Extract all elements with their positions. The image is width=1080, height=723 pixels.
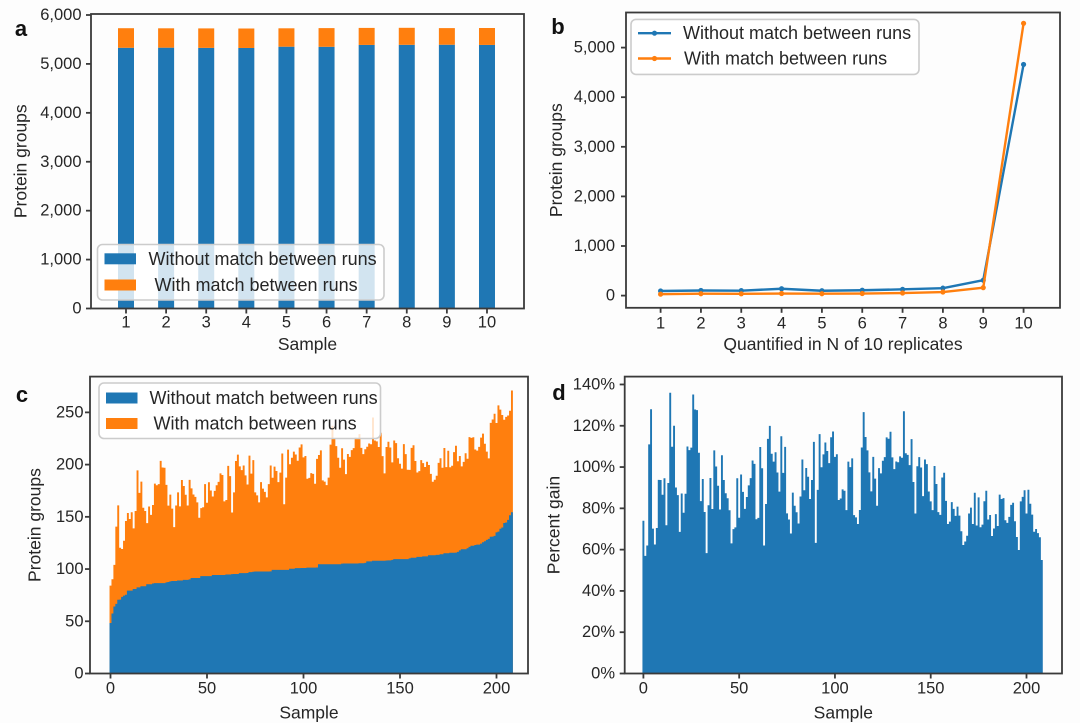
svg-text:6: 6 xyxy=(858,315,867,333)
svg-text:150: 150 xyxy=(386,680,414,698)
svg-text:4,000: 4,000 xyxy=(574,88,615,106)
svg-text:0: 0 xyxy=(606,287,615,305)
svg-text:100: 100 xyxy=(290,680,318,698)
svg-text:20%: 20% xyxy=(582,623,615,641)
svg-text:3: 3 xyxy=(202,314,211,332)
svg-text:40%: 40% xyxy=(582,582,615,600)
svg-text:c: c xyxy=(16,382,28,407)
svg-text:0: 0 xyxy=(639,680,648,698)
svg-text:With match between runs: With match between runs xyxy=(154,414,357,434)
svg-text:10: 10 xyxy=(478,314,496,332)
svg-text:1: 1 xyxy=(121,314,130,332)
svg-text:Without match between runs: Without match between runs xyxy=(683,23,911,43)
svg-text:Sample: Sample xyxy=(814,703,873,723)
svg-text:4: 4 xyxy=(242,314,251,332)
svg-text:5,000: 5,000 xyxy=(40,55,81,73)
svg-text:80%: 80% xyxy=(582,499,615,517)
svg-text:50: 50 xyxy=(65,612,83,630)
svg-text:250: 250 xyxy=(56,403,84,421)
svg-text:5: 5 xyxy=(282,314,291,332)
svg-text:a: a xyxy=(15,16,28,41)
svg-text:Without match between runs: Without match between runs xyxy=(150,388,378,408)
svg-text:0: 0 xyxy=(74,665,83,683)
svg-text:Percent gain: Percent gain xyxy=(544,476,564,574)
svg-text:8: 8 xyxy=(402,314,411,332)
svg-text:2: 2 xyxy=(696,315,705,333)
svg-text:8: 8 xyxy=(938,315,947,333)
svg-text:b: b xyxy=(551,14,564,39)
svg-text:3,000: 3,000 xyxy=(574,138,615,156)
svg-text:1,000: 1,000 xyxy=(574,237,615,255)
svg-text:9: 9 xyxy=(442,314,451,332)
svg-text:With match between runs: With match between runs xyxy=(684,49,887,69)
svg-text:0%: 0% xyxy=(591,665,615,683)
svg-text:200: 200 xyxy=(1013,680,1041,698)
svg-text:Protein groups: Protein groups xyxy=(11,104,31,218)
svg-text:7: 7 xyxy=(898,315,907,333)
svg-text:Protein groups: Protein groups xyxy=(546,103,566,217)
svg-text:Without match between runs: Without match between runs xyxy=(149,249,377,269)
svg-text:6,000: 6,000 xyxy=(40,6,81,24)
svg-text:100: 100 xyxy=(821,680,849,698)
svg-text:60%: 60% xyxy=(582,541,615,559)
svg-text:1,000: 1,000 xyxy=(40,251,81,269)
svg-text:140%: 140% xyxy=(573,375,616,393)
svg-text:3,000: 3,000 xyxy=(40,153,81,171)
svg-text:Sample: Sample xyxy=(279,703,338,723)
svg-text:100: 100 xyxy=(56,560,84,578)
svg-text:2: 2 xyxy=(162,314,171,332)
svg-text:120%: 120% xyxy=(573,417,616,435)
svg-text:4,000: 4,000 xyxy=(40,104,81,122)
svg-text:2,000: 2,000 xyxy=(574,187,615,205)
svg-text:50: 50 xyxy=(730,680,748,698)
svg-text:100%: 100% xyxy=(573,458,616,476)
svg-text:Protein groups: Protein groups xyxy=(25,468,45,582)
svg-text:150: 150 xyxy=(56,508,84,526)
svg-text:0: 0 xyxy=(72,300,81,318)
svg-text:5: 5 xyxy=(817,315,826,333)
svg-text:3: 3 xyxy=(737,315,746,333)
svg-text:With match between runs: With match between runs xyxy=(155,275,358,295)
svg-text:5,000: 5,000 xyxy=(574,39,615,57)
svg-text:9: 9 xyxy=(979,315,988,333)
svg-text:50: 50 xyxy=(198,680,216,698)
svg-text:10: 10 xyxy=(1014,315,1032,333)
svg-text:1: 1 xyxy=(656,315,665,333)
svg-text:200: 200 xyxy=(483,680,511,698)
svg-text:d: d xyxy=(552,380,565,405)
svg-text:6: 6 xyxy=(322,314,331,332)
svg-text:4: 4 xyxy=(777,315,786,333)
svg-text:Quantified in N of 10 replicat: Quantified in N of 10 replicates xyxy=(723,334,963,354)
svg-text:7: 7 xyxy=(362,314,371,332)
svg-text:150: 150 xyxy=(917,680,945,698)
svg-text:Sample: Sample xyxy=(278,334,337,354)
svg-text:2,000: 2,000 xyxy=(40,202,81,220)
svg-text:0: 0 xyxy=(106,680,115,698)
svg-text:200: 200 xyxy=(56,456,84,474)
